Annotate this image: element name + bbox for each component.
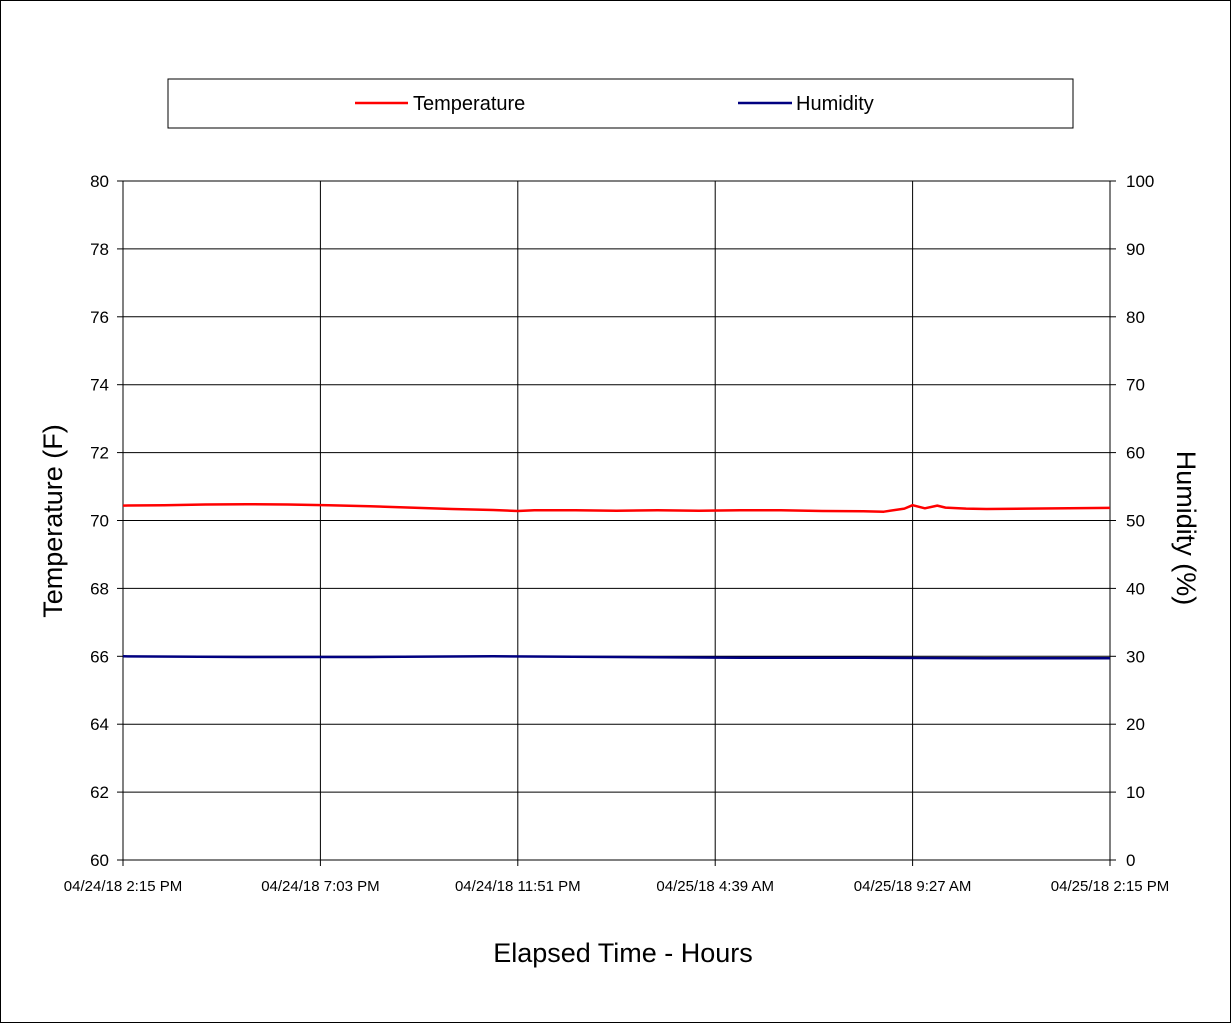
y-tick-label-right: 10 bbox=[1126, 783, 1145, 802]
y-tick-label-right: 40 bbox=[1126, 579, 1145, 598]
y-tick-label-left: 60 bbox=[90, 851, 109, 870]
x-tick-label: 04/24/18 2:15 PM bbox=[64, 878, 182, 895]
y-tick-label-left: 78 bbox=[90, 240, 109, 259]
legend-label-temperature: Temperature bbox=[413, 93, 525, 115]
x-tick-label: 04/25/18 4:39 AM bbox=[656, 878, 774, 895]
legend-box bbox=[167, 78, 1074, 129]
legend-label-humidity: Humidity bbox=[796, 93, 874, 115]
y-tick-label-right: 70 bbox=[1126, 376, 1145, 395]
series-layer bbox=[122, 502, 1111, 660]
x-axis-label: Elapsed Time - Hours bbox=[493, 938, 753, 968]
legend: Temperature Humidity bbox=[355, 93, 874, 115]
y-tick-label-right: 50 bbox=[1126, 512, 1145, 531]
y-tick-label-right: 0 bbox=[1126, 851, 1135, 870]
y-tick-label-right: 80 bbox=[1126, 308, 1145, 327]
y-tick-label-left: 68 bbox=[90, 579, 109, 598]
gridlines bbox=[123, 181, 1110, 860]
series-line-humidity bbox=[122, 655, 1110, 660]
series-line-temperature bbox=[122, 502, 1111, 513]
y-tick-label-right: 90 bbox=[1126, 240, 1145, 259]
y-tick-label-left: 70 bbox=[90, 512, 109, 531]
y-tick-label-left: 76 bbox=[90, 308, 109, 327]
y-tick-label-right: 20 bbox=[1126, 715, 1145, 734]
y-tick-label-left: 66 bbox=[90, 647, 109, 666]
y-tick-label-right: 100 bbox=[1126, 172, 1154, 191]
y-axis-label-right: Humidity (%) bbox=[1171, 451, 1201, 606]
x-tick-label: 04/24/18 11:51 PM bbox=[455, 878, 581, 895]
y-tick-label-right: 30 bbox=[1126, 647, 1145, 666]
y-tick-label-left: 72 bbox=[90, 444, 109, 463]
y-tick-label-left: 74 bbox=[90, 376, 109, 395]
y-tick-label-right: 60 bbox=[1126, 444, 1145, 463]
x-tick-label: 04/25/18 9:27 AM bbox=[854, 878, 972, 895]
y-tick-label-left: 64 bbox=[90, 715, 109, 734]
y-axis-label-left: Temperature (F) bbox=[38, 424, 68, 618]
x-tick-label: 04/24/18 7:03 PM bbox=[261, 878, 379, 895]
y-tick-label-left: 62 bbox=[90, 783, 109, 802]
x-tick-label: 04/25/18 2:15 PM bbox=[1051, 878, 1169, 895]
y-tick-label-left: 80 bbox=[90, 172, 109, 191]
